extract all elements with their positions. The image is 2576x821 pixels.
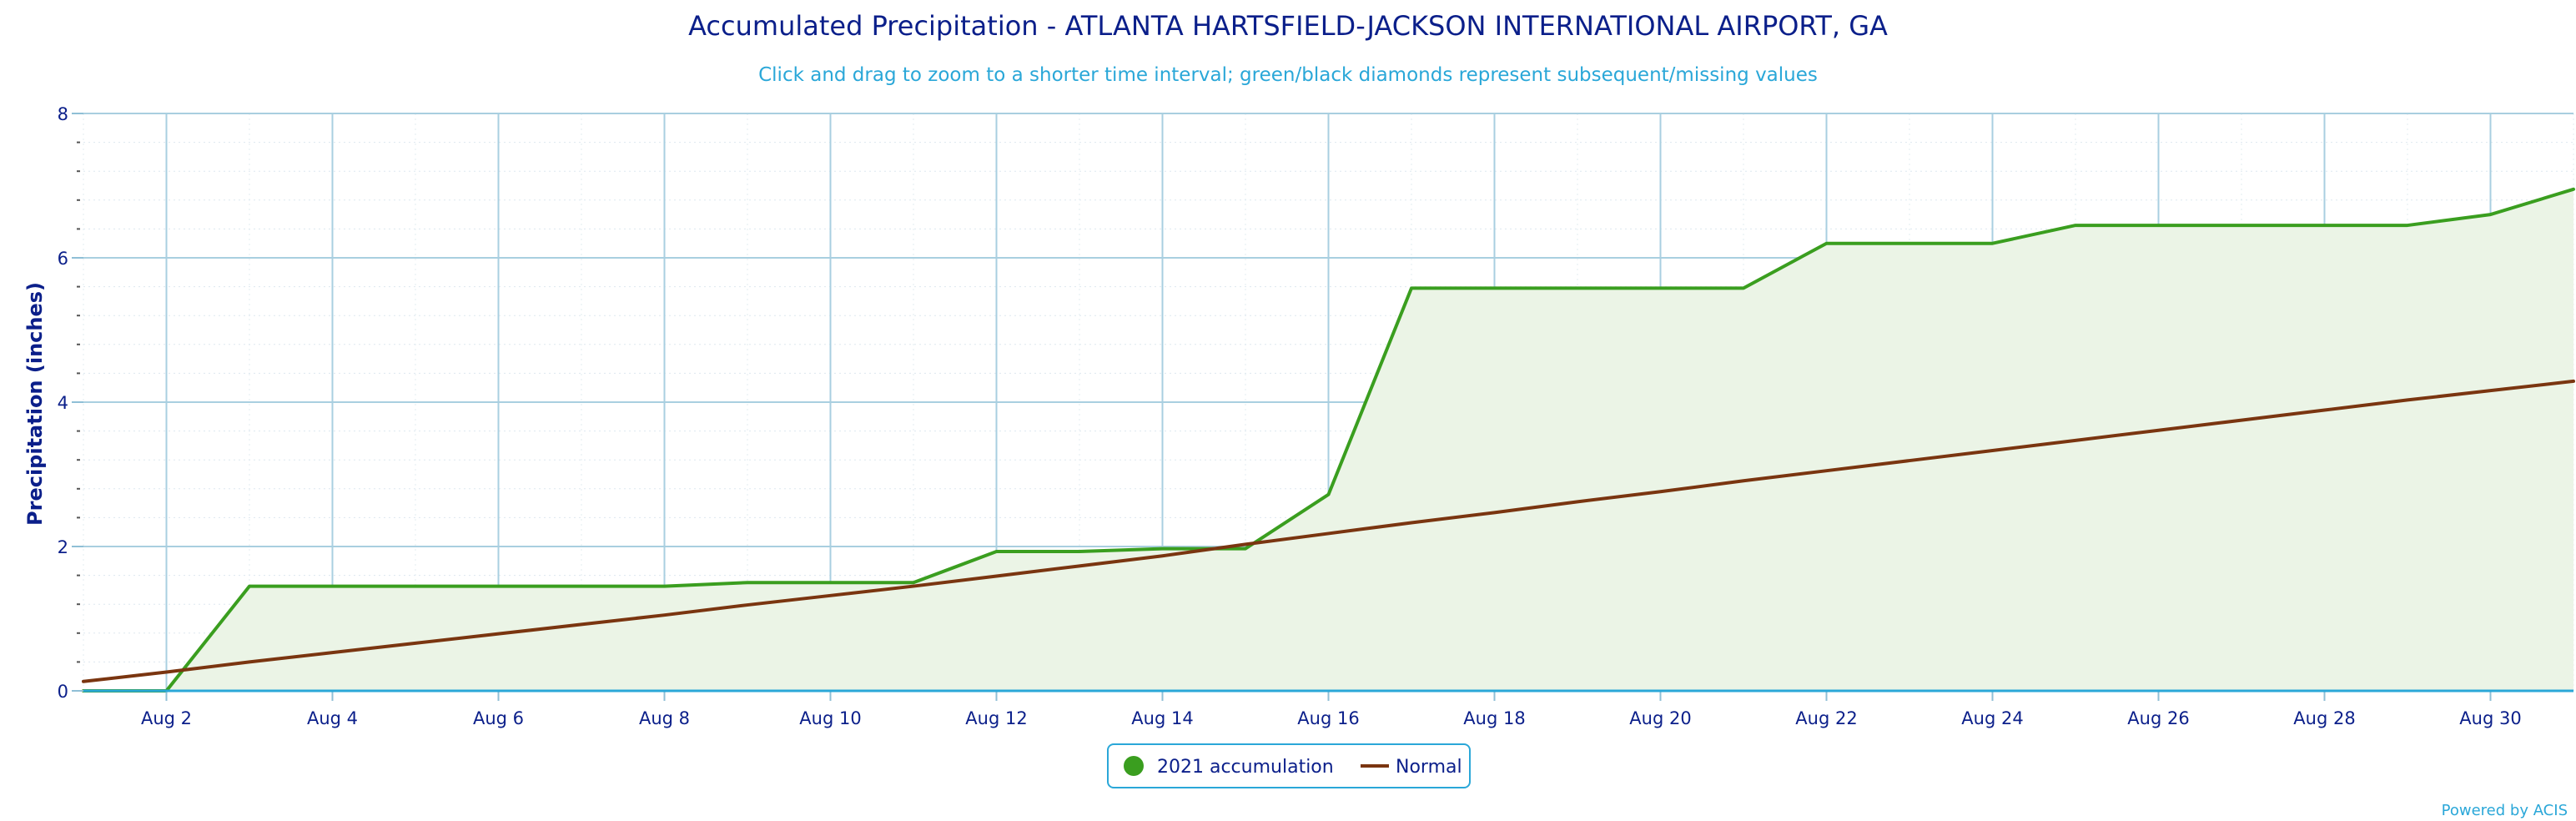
data-point-2021-accumulation[interactable] [2236, 220, 2246, 230]
data-point-normal[interactable] [2070, 436, 2080, 446]
data-point-2021-accumulation[interactable] [2154, 220, 2164, 230]
series-line-normal[interactable] [82, 379, 2575, 683]
data-point-2021-accumulation[interactable] [2402, 220, 2412, 230]
data-point-2021-accumulation[interactable] [1074, 546, 1084, 557]
data-point-normal[interactable] [494, 629, 504, 639]
data-point-normal[interactable] [244, 657, 254, 667]
data-point-normal[interactable] [78, 677, 88, 687]
x-tick-label: Aug 22 [1795, 708, 1857, 728]
series-line-2021-accumulation[interactable] [82, 187, 2575, 693]
data-point-2021-accumulation[interactable] [1822, 239, 1832, 249]
data-point-2021-accumulation[interactable] [992, 546, 1002, 557]
data-point-normal[interactable] [1656, 486, 1666, 496]
data-point-2021-accumulation[interactable] [410, 582, 420, 592]
chart-subtitle: Click and drag to zoom to a shorter time… [758, 64, 1818, 86]
data-point-2021-accumulation[interactable] [826, 577, 836, 587]
y-tick-label: 0 [58, 682, 68, 702]
x-tick-label: Aug 6 [473, 708, 524, 728]
data-point-normal[interactable] [576, 619, 586, 629]
data-point-normal[interactable] [162, 667, 172, 677]
data-point-normal[interactable] [2154, 426, 2164, 436]
x-tick-label: Aug 20 [1629, 708, 1691, 728]
x-tick-label: Aug 28 [2293, 708, 2355, 728]
data-point-normal[interactable] [1572, 496, 1582, 506]
data-point-normal[interactable] [1158, 551, 1168, 561]
data-point-normal[interactable] [1988, 446, 1998, 456]
data-point-normal[interactable] [1074, 561, 1084, 571]
x-tick-label: Aug 2 [141, 708, 192, 728]
data-point-2021-accumulation[interactable] [494, 582, 504, 592]
y-tick-label: 8 [58, 104, 68, 124]
data-point-2021-accumulation[interactable] [1738, 283, 1748, 293]
data-point-2021-accumulation[interactable] [742, 577, 752, 587]
y-tick-label: 2 [58, 537, 68, 557]
x-tick-label: Aug 12 [965, 708, 1027, 728]
x-tick-label: Aug 16 [1297, 708, 1359, 728]
data-point-normal[interactable] [1240, 539, 1250, 549]
credit-link[interactable]: Powered by ACIS [2442, 802, 2568, 819]
data-point-2021-accumulation[interactable] [2070, 220, 2080, 230]
data-point-normal[interactable] [1324, 528, 1334, 538]
data-point-2021-accumulation[interactable] [1572, 283, 1582, 293]
data-point-normal[interactable] [2236, 416, 2246, 426]
legend-item-normal[interactable]: Normal [1361, 757, 1462, 778]
x-tick-label: Aug 24 [1961, 708, 2023, 728]
x-tick-label: Aug 30 [2459, 708, 2521, 728]
data-point-normal[interactable] [2320, 405, 2330, 416]
x-tick-label: Aug 8 [639, 708, 690, 728]
series [78, 187, 2575, 693]
chart-title: Accumulated Precipitation - ATLANTA HART… [688, 10, 1888, 42]
data-point-normal[interactable] [1822, 466, 1832, 476]
data-point-normal[interactable] [826, 591, 836, 601]
x-tick-label: Aug 10 [799, 708, 861, 728]
data-point-normal[interactable] [908, 582, 918, 592]
series-area-2021-accumulation [83, 189, 2573, 691]
data-point-2021-accumulation[interactable] [1324, 490, 1334, 500]
data-point-2021-accumulation[interactable] [1406, 283, 1416, 293]
data-point-normal[interactable] [1738, 476, 1748, 486]
legend-item-2021-accumulation[interactable]: 2021 accumulation [1124, 756, 1334, 778]
legend-marker-2021-accumulation [1124, 756, 1144, 776]
x-tick-label: Aug 26 [2127, 708, 2189, 728]
y-tick-label: 4 [58, 393, 68, 413]
data-point-normal[interactable] [1406, 517, 1416, 527]
data-point-normal[interactable] [1904, 456, 1914, 466]
data-point-2021-accumulation[interactable] [1490, 283, 1500, 293]
y-tick-label: 6 [58, 249, 68, 269]
data-point-normal[interactable] [410, 638, 420, 648]
data-point-normal[interactable] [328, 647, 338, 657]
data-point-2021-accumulation[interactable] [2486, 209, 2496, 219]
data-point-normal[interactable] [2486, 385, 2496, 395]
legend-label-2021-accumulation: 2021 accumulation [1157, 757, 1334, 778]
data-point-2021-accumulation[interactable] [1988, 239, 1998, 249]
x-tick-label: Aug 14 [1131, 708, 1193, 728]
data-point-2021-accumulation[interactable] [1656, 283, 1666, 293]
data-point-2021-accumulation[interactable] [660, 582, 670, 592]
data-point-normal[interactable] [660, 610, 670, 620]
data-point-2021-accumulation[interactable] [328, 582, 338, 592]
data-point-2021-accumulation[interactable] [244, 582, 254, 592]
data-point-normal[interactable] [992, 571, 1002, 581]
x-tick-label: Aug 18 [1463, 708, 1525, 728]
data-point-2021-accumulation[interactable] [2320, 220, 2330, 230]
legend[interactable]: 2021 accumulation Normal [1107, 743, 1471, 788]
data-point-2021-accumulation[interactable] [1904, 239, 1914, 249]
data-point-normal[interactable] [742, 600, 752, 610]
data-point-2021-accumulation[interactable] [576, 582, 586, 592]
axes: 0 2 4 6 8 Aug 2 Aug 4 Aug 6 Aug 8 Aug 10 Aug 12 Aug… [58, 104, 2573, 728]
legend-box [1107, 743, 1471, 788]
legend-label-normal: Normal [1396, 757, 1462, 778]
data-point-normal[interactable] [1490, 507, 1500, 517]
y-axis-title: Precipitation (inches) [23, 282, 47, 526]
x-tick-label: Aug 4 [307, 708, 358, 728]
data-point-normal[interactable] [2402, 395, 2412, 405]
